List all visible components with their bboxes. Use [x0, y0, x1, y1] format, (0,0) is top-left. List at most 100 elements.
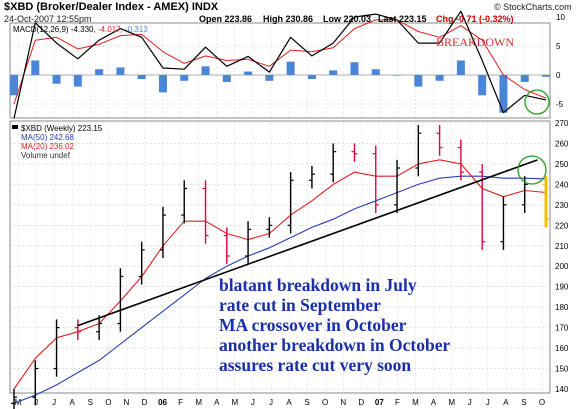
macd-histogram-bar — [95, 69, 104, 75]
macd-histogram-bar — [31, 60, 40, 75]
price-legend-swatch — [12, 125, 18, 129]
header-high: High 230.86 — [263, 14, 314, 24]
macd-histogram-bar — [116, 67, 125, 75]
price-tick-label: 140 — [555, 385, 569, 394]
macd-histogram-bar — [158, 75, 167, 93]
macd-legend-values: MACD(12,26,9) -4.330, -4.017, -0.313 — [13, 25, 148, 34]
macd-histogram-bar — [307, 75, 316, 80]
price-legend: $XBD (Weekly) 223.15 MA(50) 242.68 MA(20… — [12, 124, 103, 160]
x-axis-label: 06 — [158, 398, 167, 407]
x-axis-label: J — [52, 398, 56, 407]
breakdown-label: BREAKDOWN — [436, 35, 514, 49]
macd-histogram-bar — [137, 75, 146, 80]
macd-histogram-bar — [499, 75, 508, 113]
grid-layer: 10 5 0 -5 270 260 250 240 230 220 210 200 190 180 170 1… — [9, 13, 569, 407]
macd-histogram-bar — [265, 75, 274, 81]
x-axis-label: A — [431, 398, 437, 407]
macd-histogram-bar — [478, 75, 487, 96]
x-axis-label: S — [88, 398, 93, 407]
header-low: Low 220.03 — [323, 14, 372, 24]
x-axis-label: F — [395, 398, 400, 407]
macd-histogram-bar — [201, 66, 210, 75]
price-tick-label: 170 — [555, 324, 569, 333]
price-panel — [11, 125, 549, 409]
macd-histogram-bar — [542, 75, 550, 77]
annotation-line-3: MA crossover in October — [219, 315, 407, 335]
price-tick-label: 160 — [555, 344, 569, 353]
price-tick-label: 150 — [555, 365, 569, 374]
x-axis-label: D — [358, 398, 364, 407]
macd-histogram-bar — [244, 71, 253, 75]
annotation-line-2: rate cut in September — [219, 295, 381, 315]
x-axis-label: J — [34, 398, 38, 407]
x-axis-label: S — [304, 398, 309, 407]
macd-circle — [524, 89, 550, 115]
macd-histogram-bar — [73, 75, 82, 87]
price-frame — [9, 120, 551, 394]
macd-histogram-bar — [222, 75, 231, 82]
macd-histogram-bar — [520, 75, 529, 82]
macd-frame — [9, 22, 551, 119]
x-axis-label: O — [322, 398, 328, 407]
price-tick-label: 260 — [555, 139, 569, 148]
price-tick-label: 250 — [555, 160, 569, 169]
macd-histogram-bar — [414, 75, 423, 87]
macd-tick-label: -5 — [556, 100, 564, 109]
annotation-line-5: assures rate cut very soon — [219, 355, 411, 375]
trendline — [77, 159, 538, 327]
x-axis-label: J — [269, 398, 273, 407]
x-axis-label: M — [231, 398, 238, 407]
ma20-legend: MA(20) 236.02 — [21, 142, 74, 151]
macd-histogram-bar — [371, 69, 380, 75]
macd-histogram-bar — [286, 61, 295, 75]
macd-tick-label: 10 — [556, 13, 565, 22]
macd-histogram-bar — [52, 75, 61, 84]
stockcharts-watermark: © StockCharts.com — [494, 2, 572, 12]
x-axis-label: A — [214, 398, 220, 407]
symbol-title: $XBD (Broker/Dealer Index - AMEX) INDX — [4, 1, 219, 13]
header-date: 24-Oct-2007 12:55pm — [4, 14, 92, 24]
annotation-line-1: blatant breakdown in July — [219, 275, 417, 295]
x-axis-label: M — [412, 398, 419, 407]
macd-tick-label: 0 — [556, 71, 561, 80]
macd-histogram-bar — [456, 60, 465, 75]
macd-legend-signal: -4.017, — [98, 25, 123, 34]
annotation-line-4: another breakdown in October — [219, 335, 450, 355]
x-axis-label: J — [468, 398, 472, 407]
x-axis-label: M — [15, 398, 22, 407]
x-axis-label: D — [142, 398, 148, 407]
price-tick-label: 230 — [555, 201, 569, 210]
price-legend-title: $XBD (Weekly) 223.15 — [21, 124, 103, 133]
x-axis-label: O — [539, 398, 545, 407]
ma50-line — [13, 175, 547, 404]
annotation-text: blatant breakdown in July rate cut in Se… — [219, 275, 450, 375]
header-change: Chg -0.71 (-0.32%) — [436, 14, 514, 24]
macd-legend-macd: MACD(12,26,9) -4.330, — [13, 25, 96, 34]
x-axis-label: J — [486, 398, 490, 407]
x-axis-label: J — [251, 398, 255, 407]
macd-signal-line — [13, 19, 547, 105]
header-open: Open 223.86 — [199, 14, 253, 24]
x-axis-label: M — [195, 398, 202, 407]
x-axis-label: N — [340, 398, 346, 407]
x-axis-label: O — [105, 398, 111, 407]
x-axis-label: S — [521, 398, 526, 407]
macd-histogram-bar — [393, 75, 402, 76]
macd-histogram-bar — [180, 75, 189, 81]
macd-panel — [10, 10, 550, 119]
header-last: Last 223.15 — [378, 14, 427, 24]
macd-tick-label: 5 — [556, 42, 561, 51]
macd-histogram-bar — [329, 70, 338, 75]
price-tick-label: 210 — [555, 242, 569, 251]
x-axis-label: A — [503, 398, 509, 407]
x-axis-label: M — [448, 398, 455, 407]
volume-legend: Volume undef — [21, 151, 71, 160]
price-tick-label: 180 — [555, 303, 569, 312]
price-tick-label: 190 — [555, 283, 569, 292]
macd-legend: MACD(12,26,9) -4.330, -4.017, -0.313 — [13, 25, 148, 34]
price-tick-label: 270 — [555, 119, 569, 128]
price-tick-label: 220 — [555, 221, 569, 230]
x-axis-label: A — [286, 398, 292, 407]
macd-line — [13, 10, 547, 119]
